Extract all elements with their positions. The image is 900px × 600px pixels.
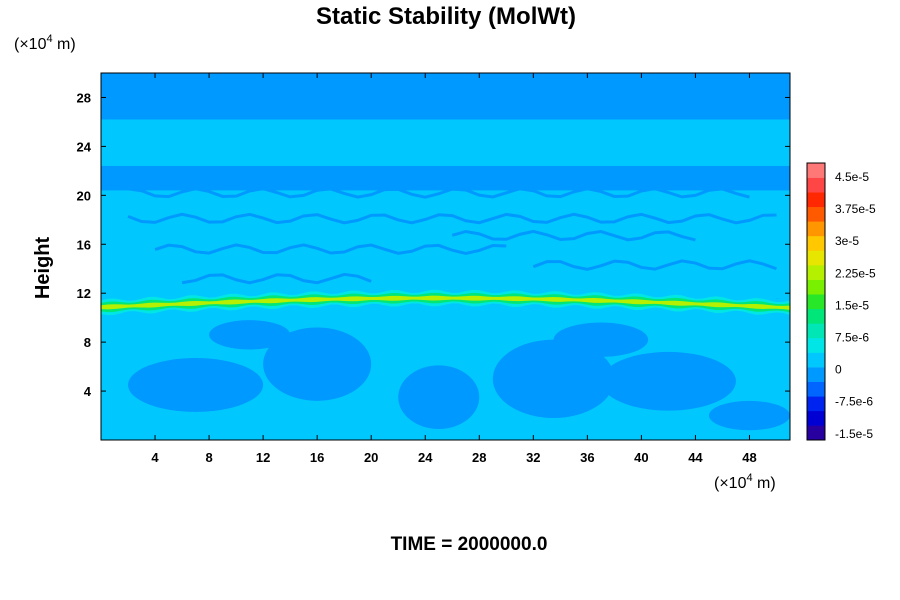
colorbar-swatch bbox=[807, 177, 825, 193]
colorbar-swatch bbox=[807, 163, 825, 178]
x-axis-unit: (×104 m) bbox=[714, 472, 776, 492]
colorbar-swatch bbox=[807, 396, 825, 412]
band-upper-light bbox=[101, 119, 790, 166]
colorbar-swatch bbox=[807, 323, 825, 339]
colorbar-swatch bbox=[807, 192, 825, 208]
field-eddy bbox=[492, 339, 615, 418]
x-tick-label: 44 bbox=[688, 450, 703, 465]
x-tick-label: 12 bbox=[256, 450, 270, 465]
colorbar-tick-label: 7.5e-6 bbox=[835, 331, 869, 345]
x-tick-label: 48 bbox=[742, 450, 756, 465]
field-eddy bbox=[209, 320, 291, 350]
y-tick-label: 8 bbox=[84, 335, 91, 350]
colorbar-swatch bbox=[807, 294, 825, 310]
colorbar-swatch bbox=[807, 425, 825, 441]
field-eddy bbox=[263, 327, 372, 401]
x-tick-label: 16 bbox=[310, 450, 324, 465]
jet-green bbox=[101, 292, 790, 313]
colorbar-swatch bbox=[807, 367, 825, 382]
colorbar-swatch bbox=[807, 265, 825, 280]
x-tick-label: 32 bbox=[526, 450, 540, 465]
colorbar-tick-label: 2.25e-5 bbox=[835, 266, 876, 280]
x-tick-label: 24 bbox=[418, 450, 433, 465]
colorbar-swatch bbox=[807, 352, 825, 368]
time-label: TIME = 2000000.0 bbox=[391, 534, 548, 555]
colorbar-swatch bbox=[807, 337, 825, 353]
x-tick-label: 20 bbox=[364, 450, 378, 465]
colorbar-frame bbox=[806, 162, 826, 441]
colorbar-tick-label: 3.75e-5 bbox=[835, 202, 876, 216]
plot-frame bbox=[100, 72, 791, 441]
colorbar-swatch bbox=[807, 381, 825, 397]
colorbar-swatch bbox=[807, 279, 825, 295]
field-streak bbox=[181, 272, 372, 285]
field-eddy bbox=[128, 358, 264, 412]
y-axis-label: Height bbox=[32, 237, 54, 300]
colorbar-swatch bbox=[807, 308, 825, 324]
y-tick-label: 24 bbox=[77, 139, 92, 154]
colorbar-tick-label: 4.5e-5 bbox=[835, 170, 869, 184]
x-tick-label: 4 bbox=[151, 450, 159, 465]
colorbar-tick-label: 3e-5 bbox=[835, 234, 859, 248]
colorbar-tick-label: 1.5e-5 bbox=[835, 298, 869, 312]
colorbar-tick-label: -7.5e-6 bbox=[835, 395, 873, 409]
field-eddy bbox=[708, 400, 790, 431]
x-tick-label: 8 bbox=[205, 450, 212, 465]
colorbar-tick-label: 0 bbox=[835, 363, 842, 377]
colorbar-swatch bbox=[807, 221, 825, 237]
y-tick-label: 16 bbox=[77, 237, 91, 252]
band-middle-light bbox=[101, 190, 790, 299]
band-upper-base bbox=[101, 165, 790, 191]
field-streak bbox=[532, 259, 777, 271]
field-streak bbox=[127, 212, 777, 225]
colorbar: 4.5e-5 3.75e-5 3e-5 2.25e-5 1.5e-5 7.5e-6 0 -7.… bbox=[806, 162, 876, 441]
jet-core bbox=[101, 295, 790, 310]
y-axis: 4 8 12 16 20 24 28 bbox=[77, 90, 790, 399]
field-streak bbox=[154, 243, 507, 255]
x-tick-label: 40 bbox=[634, 450, 648, 465]
y-tick-label: 12 bbox=[77, 286, 91, 301]
colorbar-tick-label: -1.5e-5 bbox=[835, 427, 873, 441]
colorbar-swatch bbox=[807, 235, 825, 251]
colorbar-swatch bbox=[807, 410, 825, 426]
field-eddy bbox=[553, 322, 649, 357]
y-tick-label: 4 bbox=[84, 384, 92, 399]
field-eddy bbox=[398, 365, 480, 429]
chart-title: Static Stability (MolWt) bbox=[316, 3, 576, 30]
field-streak bbox=[127, 187, 750, 199]
colorbar-swatch bbox=[807, 206, 825, 222]
heatmap-field bbox=[101, 73, 790, 440]
x-axis: 4 8 12 16 20 24 28 32 36 40 44 48 bbox=[151, 73, 757, 465]
y-axis-unit: (×104 m) bbox=[14, 33, 76, 53]
colorbar-swatch bbox=[807, 250, 825, 266]
x-tick-label: 28 bbox=[472, 450, 486, 465]
x-tick-label: 36 bbox=[580, 450, 594, 465]
y-tick-label: 20 bbox=[77, 188, 91, 203]
y-tick-label: 28 bbox=[77, 90, 91, 105]
field-streak bbox=[451, 229, 696, 242]
field-eddy bbox=[600, 351, 736, 411]
